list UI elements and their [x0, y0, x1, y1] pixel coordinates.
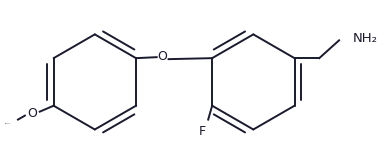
Text: O: O: [27, 107, 37, 120]
Text: F: F: [199, 125, 206, 138]
Text: NH₂: NH₂: [353, 32, 378, 45]
Text: methoxy: methoxy: [5, 123, 11, 124]
Text: O: O: [158, 50, 167, 63]
